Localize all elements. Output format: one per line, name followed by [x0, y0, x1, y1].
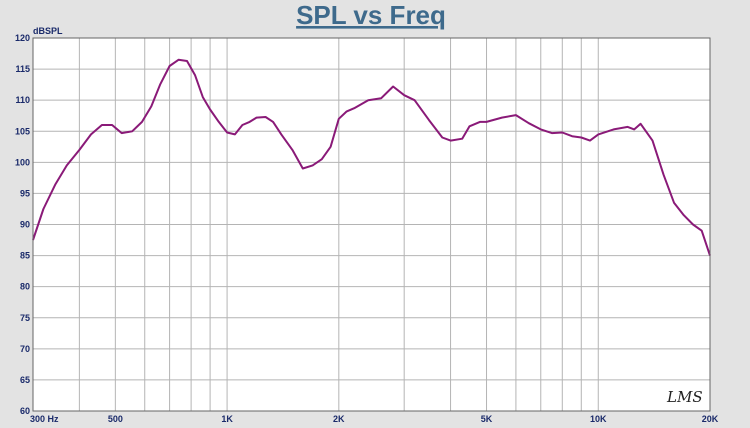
lms-watermark: LMS [666, 388, 703, 406]
y-axis-label: dBSPL [33, 26, 63, 36]
y-tick-label: 80 [20, 282, 30, 292]
y-tick-label: 65 [20, 375, 30, 385]
plot-border [32, 37, 711, 412]
y-tick-label: 100 [15, 157, 30, 167]
x-tick-labels: 300 Hz 500 1K 2K 5K 10K 20K [30, 414, 719, 424]
y-tick-label: 120 [15, 33, 30, 43]
x-tick-label: 2K [333, 414, 345, 424]
y-tick-label: 95 [20, 188, 30, 198]
x-tick-label: 500 [108, 414, 123, 424]
y-tick-label: 75 [20, 313, 30, 323]
y-tick-label: 115 [15, 64, 30, 74]
chart-title: SPL vs Freq [296, 0, 446, 30]
y-tick-label: 70 [20, 344, 30, 354]
y-tick-label: 85 [20, 251, 30, 261]
x-tick-label: 20K [702, 414, 719, 424]
y-tick-labels: 60 65 70 75 80 85 90 95 100 105 110 115 120 [15, 33, 30, 416]
y-tick-label: 60 [20, 406, 30, 416]
x-tick-label: 10K [590, 414, 607, 424]
x-tick-label: 5K [481, 414, 493, 424]
x-tick-label: 1K [221, 414, 233, 424]
y-tick-label: 90 [20, 220, 30, 230]
y-tick-label: 110 [15, 95, 30, 105]
y-tick-label: 105 [15, 126, 30, 136]
spl-series-line [32, 58, 711, 256]
x-tick-label: 300 Hz [30, 414, 59, 424]
